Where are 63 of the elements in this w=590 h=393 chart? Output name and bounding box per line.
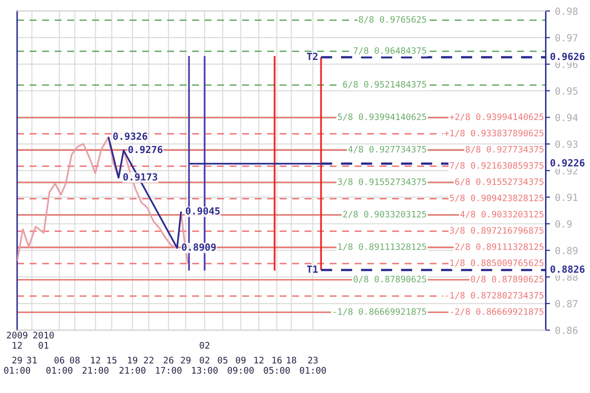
x-tick-label: 09 09:00	[228, 356, 254, 374]
ref-line-label: 3/8 0.91552734375	[338, 178, 426, 186]
x-tick-label: 05	[218, 356, 228, 364]
x2-tick-label: 2010 01	[33, 332, 54, 349]
ref-line-label: 8/8 0.927734375	[466, 146, 544, 154]
y-tick-label: 0.86	[555, 326, 578, 334]
y-tick-label: 0.91	[555, 194, 578, 202]
data-label: 0.9226	[550, 159, 585, 167]
ref-line-label: 4/8 0.9033203125	[460, 210, 544, 218]
x-tick-label: 22	[144, 356, 154, 364]
series-label: T1	[306, 266, 318, 273]
y-tick-label: 0.89	[555, 246, 578, 254]
y-tick-label: 0.92	[555, 167, 578, 174]
x-tick-label: 15	[107, 356, 116, 364]
series-label: T2	[306, 52, 318, 60]
x-tick-label: 29	[180, 356, 191, 364]
ref-line-label: 4/8 0.927734375	[348, 146, 426, 154]
ref-line-label: 3/8 0.897216796875	[450, 227, 544, 234]
y-tick-label: 0.97	[555, 34, 578, 42]
ref-line-label: 7/8 0.921630859375	[450, 162, 544, 170]
ref-line-label: 8/8 0.9765625	[358, 16, 426, 24]
data-label: 0.8909	[182, 243, 216, 251]
y-tick-label: 0.94	[555, 114, 578, 122]
ref-line-label: 5/8 0.93994140625	[338, 113, 426, 121]
ref-line-label: 2/8 0.89111328125	[455, 243, 544, 251]
x2-tick-label: 02	[200, 342, 210, 349]
ref-line-label: 0/8 0.87890625	[354, 276, 426, 284]
ref-line-label: 2/8 0.9033203125	[343, 210, 426, 218]
x2-tick-label: 2009 12	[6, 332, 28, 349]
ref-line-label: 0/8 0.87890625	[470, 276, 544, 284]
y-tick-label: 0.87	[555, 300, 578, 308]
ref-line-label: -1/8 0.86669921875	[334, 308, 426, 316]
x-tick-label: 12 21:00	[82, 356, 108, 374]
ref-line-label: +2/8 0.93994140625	[450, 113, 544, 121]
x-tick-label: 26 17:00	[156, 356, 182, 374]
x-tick-label: 12	[254, 356, 264, 364]
data-label: 0.9326	[113, 132, 148, 140]
ref-line-label: -2/8 0.86669921875	[450, 308, 544, 316]
ref-line-label: 1/8 0.89111328125	[338, 243, 426, 251]
ref-line-label: 5/8 0.909423828125	[450, 194, 544, 202]
x-tick-label: 08	[70, 356, 80, 364]
ref-line-label: +1/8 0.933837890625	[444, 130, 544, 138]
ref-line-label: 1/8 0.885009765625	[450, 260, 544, 267]
ref-line-label: 6/8 0.91552734375	[455, 178, 544, 186]
ref-line-label: 7/8 0.96484375	[354, 47, 426, 55]
y-tick-label: 0.95	[555, 87, 578, 95]
ref-line-label: 6/8 0.9521484375	[343, 81, 426, 88]
y-tick-label: 0.98	[555, 8, 578, 15]
y-tick-label: 0.93	[555, 140, 578, 148]
data-label: 0.9045	[186, 207, 220, 215]
x-tick-label: 02 13:00	[192, 356, 218, 374]
data-label: 0.9276	[128, 146, 162, 154]
y-tick-label: 0.9	[555, 220, 572, 228]
x-tick-label: 18	[286, 356, 296, 364]
data-label: 0.9173	[123, 173, 158, 181]
x-tick-label: 19 21:00	[120, 356, 146, 374]
y-tick-label: 0.96	[555, 60, 578, 68]
y-tick-label: 0.88	[555, 273, 578, 281]
x-tick-label: 23 01:00	[300, 356, 326, 374]
data-label: 0.8826	[550, 265, 585, 273]
data-label: 0.9626	[550, 52, 585, 60]
x-tick-label: 31	[27, 356, 37, 364]
ref-line-label: -1/8 0.872802734375	[446, 292, 544, 300]
